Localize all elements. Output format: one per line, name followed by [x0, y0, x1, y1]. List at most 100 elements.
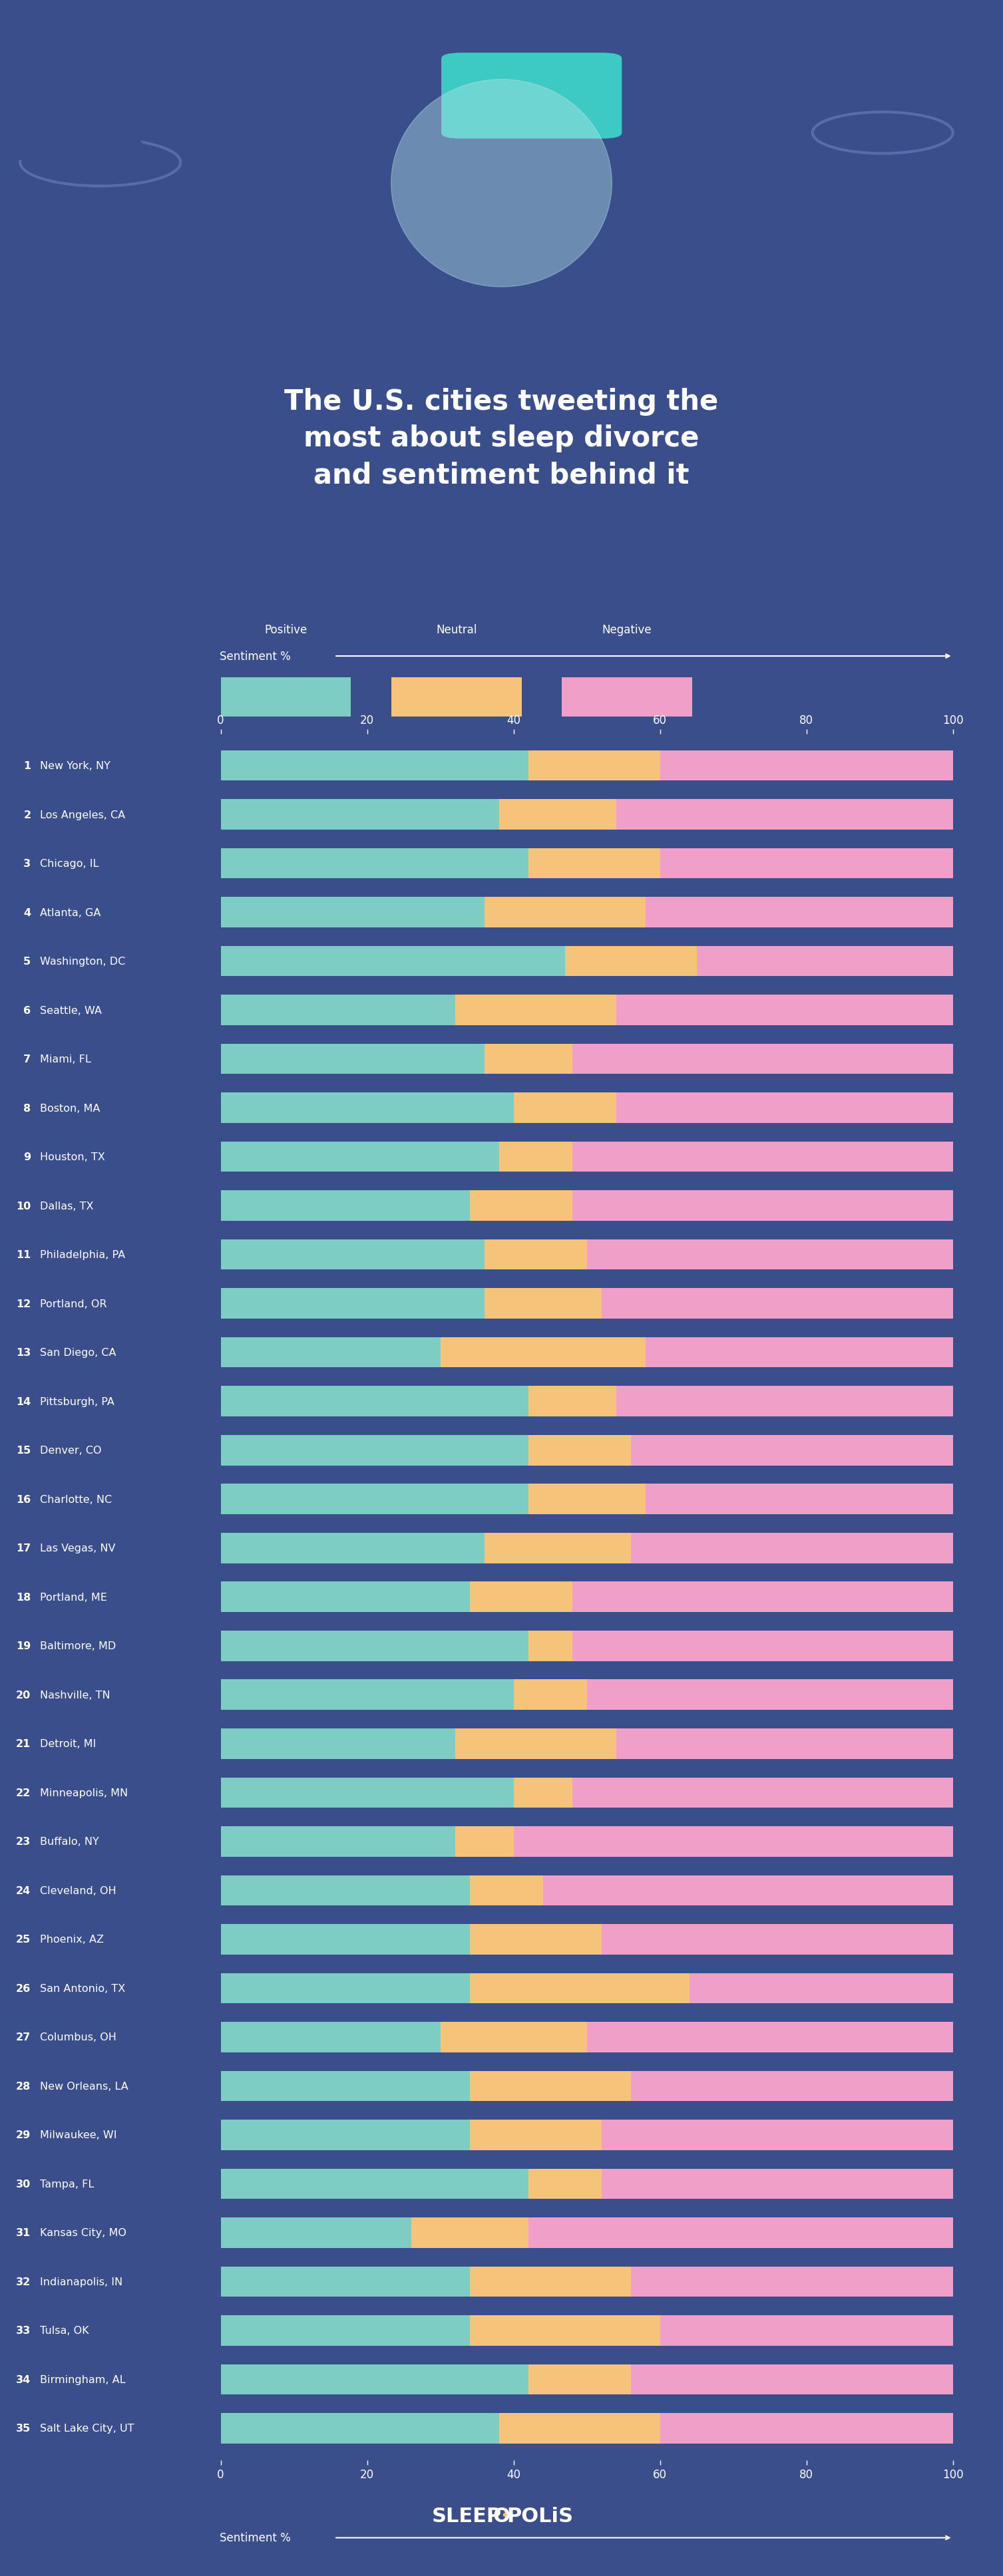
Bar [455, 1728, 616, 1759]
Bar [514, 1092, 616, 1123]
Bar [529, 2218, 953, 2249]
Bar [221, 1484, 529, 1515]
Bar [616, 994, 953, 1025]
Text: Charlotte, NC: Charlotte, NC [40, 1494, 111, 1504]
Text: 22: 22 [16, 1788, 31, 1798]
Text: 25: 25 [16, 1935, 31, 1945]
Text: Tulsa, OK: Tulsa, OK [40, 2326, 88, 2336]
Bar [221, 994, 455, 1025]
Bar [221, 2414, 498, 2445]
Bar [221, 1141, 498, 1172]
Text: SLEEP: SLEEP [431, 2506, 501, 2524]
Bar [529, 750, 660, 781]
Text: 35: 35 [16, 2424, 31, 2434]
Text: Denver, CO: Denver, CO [40, 1445, 101, 1455]
Bar [514, 1826, 953, 1857]
Text: Dallas, TX: Dallas, TX [40, 1200, 93, 1211]
Bar [529, 848, 660, 878]
Bar [529, 1484, 645, 1515]
Text: 6: 6 [23, 1005, 31, 1015]
Text: San Diego, CA: San Diego, CA [40, 1347, 116, 1358]
Bar [498, 799, 616, 829]
Text: San Antonio, TX: San Antonio, TX [40, 1984, 125, 1994]
FancyBboxPatch shape [562, 677, 692, 716]
Text: Salt Lake City, UT: Salt Lake City, UT [40, 2424, 133, 2434]
Text: 26: 26 [16, 1984, 31, 1994]
Bar [529, 1386, 616, 1417]
Text: Washington, DC: Washington, DC [40, 956, 125, 966]
Text: Columbus, OH: Columbus, OH [40, 2032, 116, 2043]
Text: Milwaukee, WI: Milwaukee, WI [40, 2130, 116, 2141]
Bar [602, 2169, 953, 2200]
Text: Atlanta, GA: Atlanta, GA [40, 907, 100, 917]
Bar [221, 1092, 514, 1123]
Bar [484, 1533, 631, 1564]
Text: Tampa, FL: Tampa, FL [40, 2179, 94, 2190]
Bar [602, 2120, 953, 2151]
FancyBboxPatch shape [391, 677, 522, 716]
Bar [484, 896, 645, 927]
Text: 11: 11 [16, 1249, 31, 1260]
Bar [455, 1826, 514, 1857]
Text: Kansas City, MO: Kansas City, MO [40, 2228, 126, 2239]
Bar [221, 1582, 469, 1613]
Bar [221, 1533, 484, 1564]
Bar [221, 1777, 514, 1808]
Text: Cleveland, OH: Cleveland, OH [40, 1886, 116, 1896]
Bar [221, 1386, 529, 1417]
Bar [469, 1190, 572, 1221]
FancyBboxPatch shape [221, 677, 351, 716]
Text: 3: 3 [23, 858, 31, 868]
Text: 13: 13 [16, 1347, 31, 1358]
Bar [221, 2120, 469, 2151]
Bar [660, 848, 953, 878]
Bar [572, 1043, 953, 1074]
Bar [616, 799, 953, 829]
Bar [221, 750, 529, 781]
Bar [221, 1680, 514, 1710]
Bar [469, 1973, 689, 2004]
Bar [660, 750, 953, 781]
Bar [631, 1533, 953, 1564]
Bar [221, 1337, 440, 1368]
Text: Pittsburgh, PA: Pittsburgh, PA [40, 1396, 114, 1406]
Bar [645, 896, 953, 927]
Bar [221, 2316, 469, 2347]
Text: 24: 24 [16, 1886, 31, 1896]
Text: 10: 10 [16, 1200, 31, 1211]
Circle shape [7, 129, 143, 167]
Text: •: • [500, 2509, 509, 2522]
Bar [602, 1288, 953, 1319]
Text: 15: 15 [16, 1445, 31, 1455]
Bar [484, 1043, 572, 1074]
Bar [616, 1092, 953, 1123]
Bar [572, 1582, 953, 1613]
Bar [572, 1141, 953, 1172]
Bar [221, 1973, 469, 2004]
Bar [529, 1631, 572, 1662]
Bar [221, 2267, 469, 2298]
Bar [440, 2022, 587, 2053]
Bar [484, 1239, 587, 1270]
Bar [455, 994, 616, 1025]
Text: 20: 20 [16, 1690, 31, 1700]
Text: Boston, MA: Boston, MA [40, 1103, 100, 1113]
Text: Nashville, TN: Nashville, TN [40, 1690, 110, 1700]
Text: O: O [492, 2506, 511, 2524]
Bar [631, 2365, 953, 2396]
Bar [221, 1190, 469, 1221]
Text: Seattle, WA: Seattle, WA [40, 1005, 101, 1015]
Bar [645, 1484, 953, 1515]
Bar [469, 2071, 631, 2102]
Bar [469, 1924, 602, 1955]
Text: 8: 8 [23, 1103, 31, 1113]
Bar [221, 848, 529, 878]
Text: 4: 4 [23, 907, 31, 917]
Bar [543, 1875, 953, 1906]
Ellipse shape [391, 80, 612, 289]
Text: Sentiment %: Sentiment % [220, 652, 291, 662]
Bar [498, 2414, 660, 2445]
FancyBboxPatch shape [441, 54, 622, 139]
Bar [498, 1141, 572, 1172]
Bar [221, 2365, 529, 2396]
